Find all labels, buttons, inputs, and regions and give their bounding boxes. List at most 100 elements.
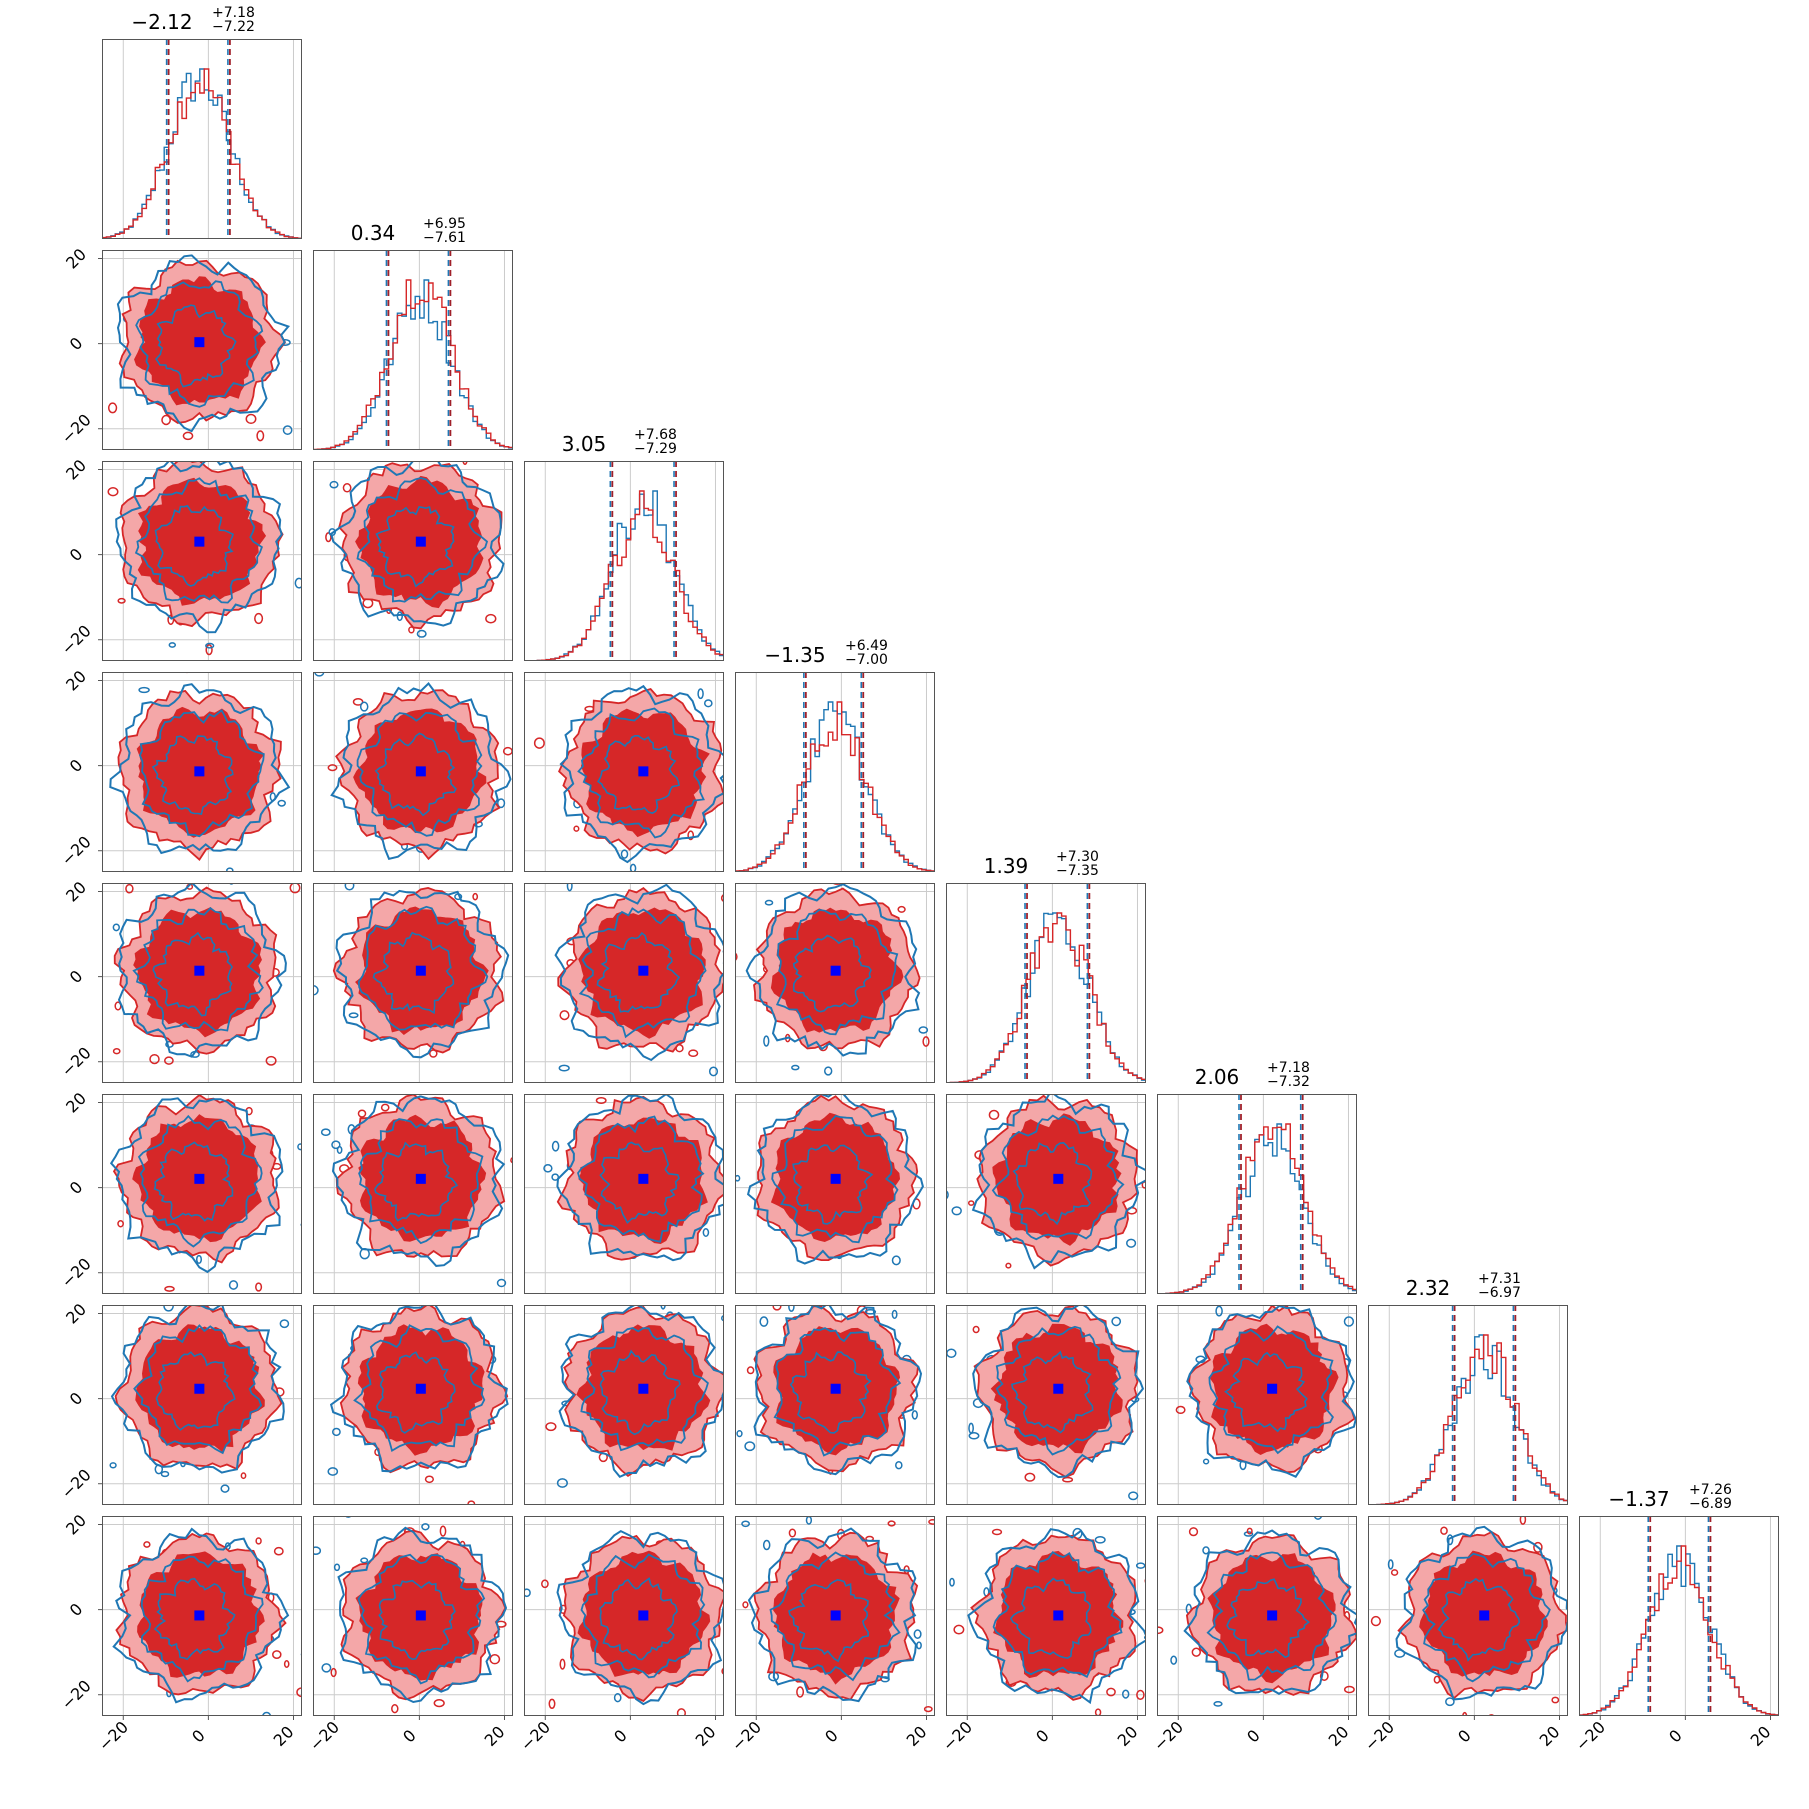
outlier-contour [968,1432,980,1440]
panel-frame [102,250,302,450]
outlier-contour [469,1504,473,1505]
panel-frame [102,39,302,239]
y-tick-label: 20 [62,1300,90,1328]
contour-mid-blue [133,1324,263,1455]
outlier-contour [900,1274,909,1284]
outlier-contour [160,1470,170,1478]
x-tick-label: −20 [1361,1717,1398,1754]
x-tick-label: 0 [1243,1726,1264,1747]
outlier-contour [61,724,70,733]
outlier-contour [688,1049,699,1057]
contour-inner-blue [374,1141,459,1222]
outlier-contour [117,1219,124,1228]
panel-frame [946,1516,1146,1716]
y-tick-label: −20 [57,410,94,447]
outlier-contour [742,1601,749,1609]
contour-outer-blue [330,461,505,627]
x-tick-label: −20 [939,1717,976,1754]
outlier-contour [1343,1316,1355,1327]
panel-frame [313,1094,513,1294]
outlier-contour [277,799,286,807]
outlier-contour [720,893,724,903]
contour-mid-blue [769,1551,901,1682]
outlier-contour [255,1537,262,1545]
outlier-contour [1416,1375,1424,1380]
outlier-contour [1091,1505,1099,1511]
outlier-contour [887,1520,896,1527]
contour-mid-blue [577,707,705,839]
outlier-contour [678,1285,687,1294]
panel-frame [1157,1516,1357,1716]
outlier-contour [543,1164,553,1173]
outlier-contour [723,752,724,759]
outlier-contour [81,798,89,803]
outlier-contour [965,1784,973,1789]
contour-inner-blue [375,506,455,588]
hist-panel-2 [313,250,513,450]
param-title-median-4: −1.35 [764,643,825,667]
outlier-contour [129,901,136,908]
param-title-median-1: −2.12 [131,10,192,34]
panel-frame [102,883,302,1083]
hist-red-3 [524,490,724,661]
contour-panel-4-1 [61,672,302,908]
median-marker [830,965,841,976]
outlier-contour [359,701,369,712]
contour-outer-blue [967,1528,1146,1705]
outlier-contour [327,764,338,772]
median-marker [638,766,649,777]
y-tick-label: −20 [57,1043,94,1080]
outlier-contour [937,1313,942,1323]
outlier-contour [571,883,576,884]
param-title-minus-6: −7.32 [1267,1074,1310,1090]
panel-frame [313,672,513,872]
median-marker [194,536,205,547]
x-tick-label: 0 [1032,1726,1053,1747]
outlier-contour [1188,1527,1199,1537]
outlier-contour [254,612,264,625]
param-title-median-3: 3.05 [562,432,607,456]
outlier-contour [249,843,259,847]
panel-frame [735,1094,935,1294]
hist-red-6 [1157,1123,1357,1294]
contour-inner-blue [1224,1351,1308,1433]
param-title-plus-6: +7.18 [1267,1060,1310,1076]
contour-panel-8-4 [735,1516,935,1716]
y-tick-label: 20 [62,878,90,906]
outlier-contour [318,844,326,851]
contour-mid-blue [771,1115,899,1244]
x-tick-label: 20 [692,1722,720,1750]
outlier-contour [613,1693,622,1703]
contour-inner-blue [1009,1577,1092,1659]
contour-mid-blue [358,1118,484,1245]
panel-frame [102,672,302,872]
outlier-contour [519,1629,525,1638]
outlier-contour [1370,1615,1382,1627]
contour-inner-blue [599,1141,680,1225]
contour-mid-blue [353,1324,486,1452]
outlier-contour [183,672,191,674]
x-tick-label: 0 [821,1726,842,1747]
contour-inner-blue [155,1351,236,1431]
outlier-contour [1128,1491,1139,1501]
outlier-contour [741,1520,750,1528]
outlier-contour [744,857,750,862]
outlier-contour [357,1109,367,1118]
outlier-contour [782,810,791,818]
contour-outer-blue [1186,1305,1357,1478]
outlier-contour [380,1103,390,1112]
outlier-contour [697,688,704,700]
panel-frame [524,461,724,661]
median-marker [1267,1383,1278,1394]
contour-inner-blue [599,1349,681,1436]
outlier-contour [510,1156,513,1164]
param-title-plus-2: +6.95 [423,216,466,232]
contour-mid-blue [357,905,489,1031]
outlier-contour [344,1516,353,1518]
param-title-minus-5: −7.35 [1056,863,1099,879]
median-marker [194,766,205,777]
hist-blue-5 [946,912,1146,1083]
median-marker [194,1173,205,1184]
contour-outer-blue [753,1305,923,1476]
contour-panel-3-2 [313,461,513,661]
